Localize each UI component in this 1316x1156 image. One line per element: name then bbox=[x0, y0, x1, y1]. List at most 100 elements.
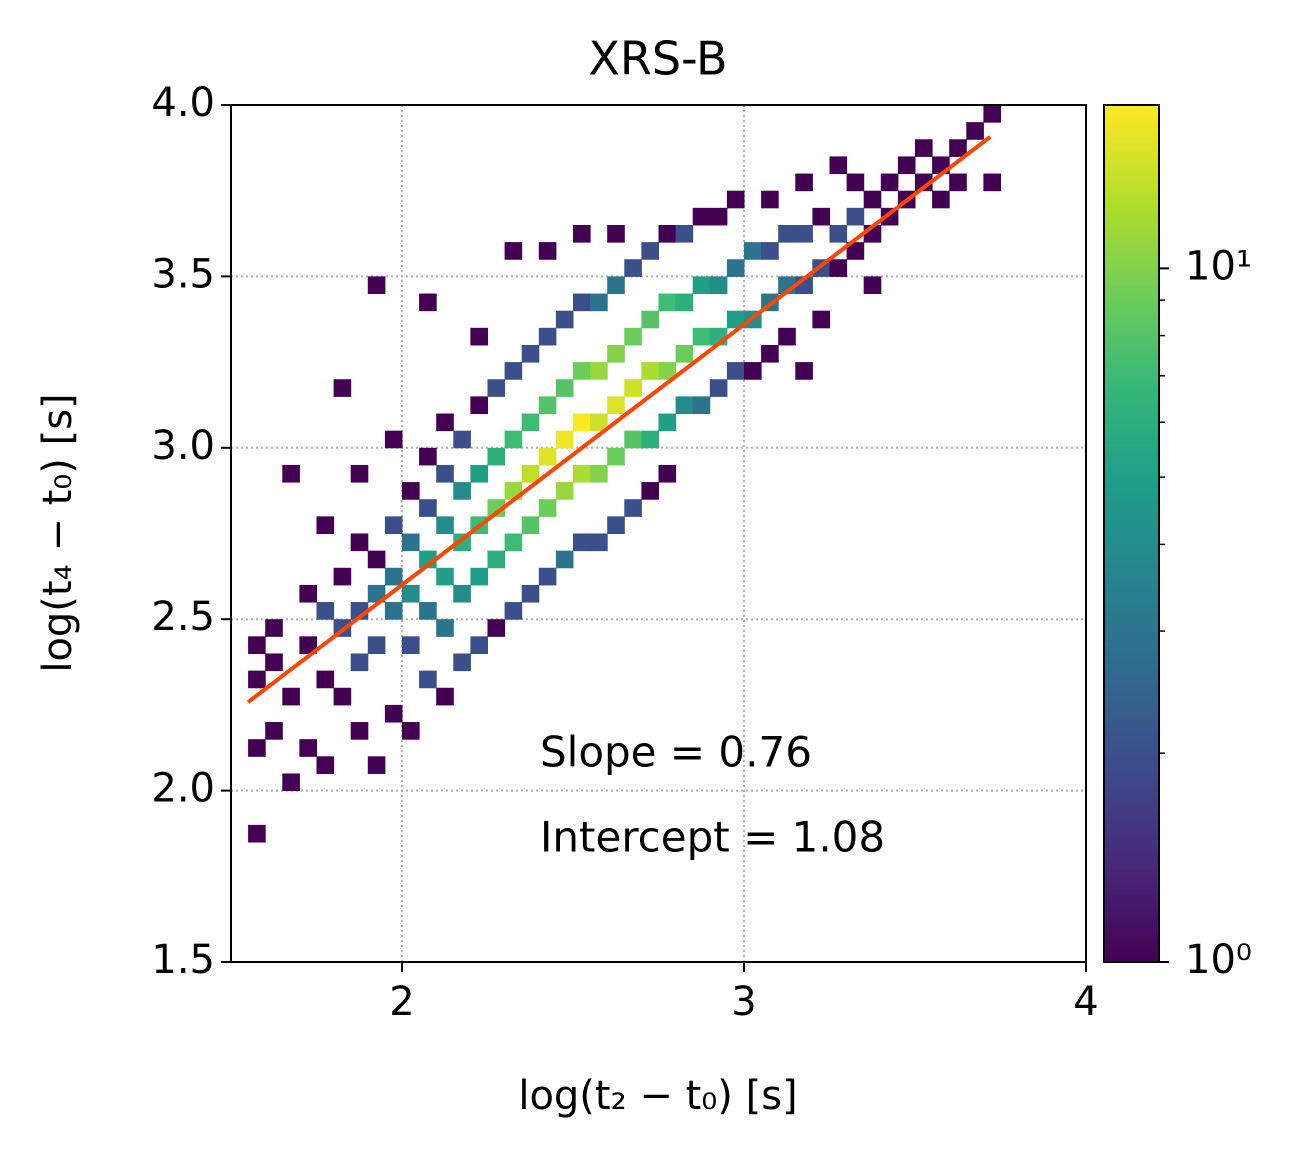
hist-cell bbox=[521, 516, 540, 534]
hist-cell bbox=[573, 533, 591, 552]
hist-cell bbox=[573, 362, 591, 380]
hist-cell bbox=[436, 619, 454, 637]
hist-cell bbox=[248, 739, 266, 757]
hist-cell bbox=[487, 499, 506, 517]
hist-cell bbox=[624, 327, 642, 346]
hist-cell bbox=[316, 516, 335, 534]
hist-cell bbox=[367, 756, 386, 774]
hist-cell bbox=[367, 550, 386, 569]
hist-cell bbox=[573, 224, 591, 243]
hist-cell bbox=[470, 567, 488, 586]
hist-cell bbox=[384, 430, 403, 449]
hist-cell bbox=[641, 242, 659, 260]
colorbar-tick-label: 10⁰ bbox=[1185, 937, 1252, 983]
hist-cell bbox=[350, 464, 369, 483]
hist-cell bbox=[367, 636, 386, 654]
hist-cell bbox=[521, 464, 540, 483]
hist-cell bbox=[709, 379, 728, 397]
hist-cell bbox=[573, 413, 591, 432]
hist-cell bbox=[384, 516, 403, 534]
hist-cell bbox=[316, 602, 335, 620]
hist-cell bbox=[436, 687, 454, 706]
hist-cell bbox=[248, 824, 266, 843]
hist-cell bbox=[299, 739, 317, 757]
hist-cell bbox=[829, 259, 848, 277]
hist-cell bbox=[521, 584, 540, 603]
annotation: Slope = 0.76 bbox=[540, 728, 812, 777]
hist-cell bbox=[675, 396, 694, 415]
hist-cell bbox=[384, 704, 403, 723]
hist-cell bbox=[555, 379, 574, 397]
hist-cell bbox=[607, 516, 625, 534]
hist-cell bbox=[470, 464, 488, 483]
hist-cell bbox=[436, 516, 454, 534]
hist-cell bbox=[555, 430, 574, 449]
hist-cell bbox=[607, 276, 625, 295]
hist-cell bbox=[504, 362, 523, 380]
hist-cell bbox=[641, 482, 659, 500]
hist-cell bbox=[573, 293, 591, 312]
hist-cell bbox=[470, 327, 488, 346]
hist-cell bbox=[248, 636, 266, 654]
hist-cell bbox=[726, 259, 745, 277]
hist-cell bbox=[282, 687, 300, 706]
hist-cell bbox=[504, 430, 523, 449]
hist-cell bbox=[402, 482, 420, 500]
hist-cell bbox=[419, 293, 437, 312]
hist-cell bbox=[538, 396, 557, 415]
colorbar bbox=[1104, 105, 1159, 962]
hist-cell bbox=[487, 379, 506, 397]
hist-cell bbox=[863, 190, 882, 209]
hist-cell bbox=[453, 584, 471, 603]
hist-cell bbox=[658, 362, 677, 380]
hist-cell bbox=[573, 464, 591, 483]
hist-cell bbox=[915, 173, 933, 192]
hist-cell bbox=[761, 344, 779, 363]
hist-cell bbox=[795, 224, 813, 243]
hist-cell bbox=[265, 619, 283, 637]
y-tick-label: 4.0 bbox=[151, 80, 215, 126]
hist-cell bbox=[282, 464, 300, 483]
hist-cell bbox=[812, 310, 830, 329]
hist-cell bbox=[299, 584, 317, 603]
x-tick-label: 2 bbox=[389, 979, 414, 1025]
hist-cell bbox=[436, 464, 454, 483]
hist-cell bbox=[709, 276, 728, 295]
hist-cell bbox=[829, 156, 848, 175]
y-tick-label: 2.0 bbox=[151, 766, 215, 812]
hist-cell bbox=[402, 722, 420, 740]
hist-cell bbox=[419, 670, 437, 689]
fit-line bbox=[246, 135, 992, 704]
hist-cell bbox=[590, 413, 608, 432]
x-axis-label: log(t₂ − t₀) [s] bbox=[518, 1073, 797, 1119]
hist-cell bbox=[590, 533, 608, 552]
hist-cell bbox=[761, 190, 779, 209]
hist-cell bbox=[367, 276, 386, 295]
hist-cell bbox=[504, 602, 523, 620]
hist-cell bbox=[538, 447, 557, 466]
hist-cell bbox=[316, 670, 335, 689]
hist-cell bbox=[778, 327, 796, 346]
hist-cell bbox=[265, 653, 283, 672]
hist-cell bbox=[487, 550, 506, 569]
hist-cell bbox=[726, 310, 745, 329]
hist-cell bbox=[607, 447, 625, 466]
hist-cell bbox=[436, 413, 454, 432]
hist-cell bbox=[675, 293, 694, 312]
hist-cell bbox=[555, 310, 574, 329]
hist-cell bbox=[692, 396, 711, 415]
hist-cell bbox=[350, 653, 369, 672]
hist-cell bbox=[744, 242, 762, 260]
annotation: Intercept = 1.08 bbox=[540, 813, 885, 862]
colorbar-frame bbox=[1103, 104, 1160, 963]
hist-cell bbox=[453, 430, 471, 449]
hist-cell bbox=[607, 344, 625, 363]
hist-cell bbox=[453, 653, 471, 672]
hist-cell bbox=[402, 636, 420, 654]
hist-cell bbox=[675, 344, 694, 363]
hist-cell bbox=[658, 413, 677, 432]
hist-cell bbox=[521, 413, 540, 432]
hist-cell bbox=[299, 636, 317, 654]
hist-cell bbox=[675, 224, 694, 243]
hist-cell bbox=[436, 567, 454, 586]
